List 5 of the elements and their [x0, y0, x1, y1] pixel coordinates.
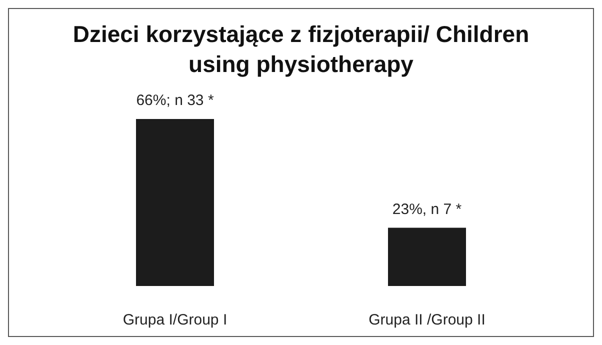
chart-title: Dzieci korzystające z fizjoterapii/ Children using physiotherapy	[72, 20, 530, 79]
data-label: 23%, n 7 *	[392, 200, 462, 218]
x-tick-label: Grupa I/Group I	[122, 312, 228, 329]
x-tick-label: Grupa II /Group II	[368, 312, 486, 329]
data-label: 66%; n 33 *	[136, 92, 214, 109]
